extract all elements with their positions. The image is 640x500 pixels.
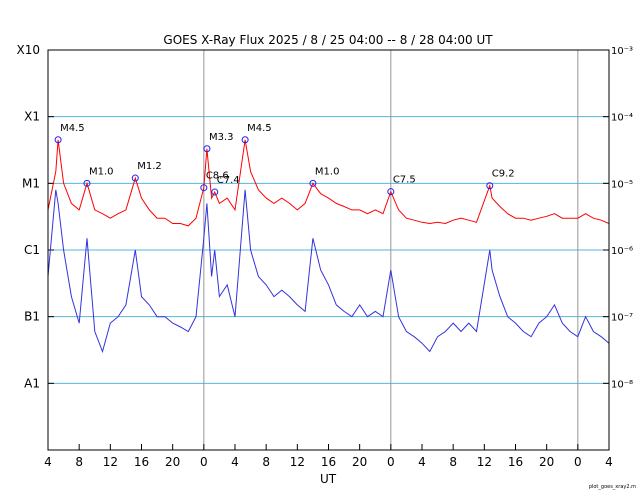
- flare-label: C9.2: [492, 169, 515, 180]
- flare-marker: [83, 179, 91, 187]
- flux-line: [47, 139, 610, 227]
- flare-marker: [241, 136, 249, 144]
- y-tick-label: X1: [24, 110, 40, 124]
- x-tick-label: 16: [134, 455, 149, 469]
- flare-label: C8.6: [206, 171, 229, 182]
- x-tick-label: 16: [508, 455, 523, 469]
- flare-label: C7.4: [217, 175, 240, 186]
- y2-tick-label: 10⁻³: [611, 46, 633, 57]
- flare-marker: [203, 145, 211, 153]
- x-tick-label: 8: [262, 455, 270, 469]
- x-tick-label: 8: [449, 455, 457, 469]
- x-tick-label: 4: [418, 455, 426, 469]
- y2-tick-label: 10⁻⁶: [611, 246, 633, 257]
- x-tick-label: 0: [387, 455, 395, 469]
- y-tick-label: X10: [17, 43, 41, 57]
- flare-marker: [54, 136, 62, 144]
- chart-title: GOES X-Ray Flux 2025 / 8 / 25 04:00 -- 8…: [163, 33, 493, 47]
- flare-marker: [486, 182, 494, 190]
- flare-label: M1.0: [89, 166, 114, 177]
- x-tick-label: 0: [200, 455, 208, 469]
- y2-tick-label: 10⁻⁴: [611, 113, 633, 124]
- plot-frame: [47, 49, 610, 451]
- y-tick-label: A1: [24, 376, 40, 390]
- x-tick-label: 4: [605, 455, 613, 469]
- x-tick-label: 16: [321, 455, 336, 469]
- y2-tick-label: 10⁻⁸: [611, 379, 633, 390]
- x-tick-label: 4: [231, 455, 239, 469]
- flare-label: M4.5: [247, 123, 272, 134]
- flare-label: M4.5: [60, 123, 85, 134]
- x-tick-label: 4: [44, 455, 52, 469]
- y2-tick-label: 10⁻⁷: [611, 313, 633, 324]
- y2-tick-label: 10⁻⁵: [611, 179, 633, 190]
- x-tick-label: 20: [165, 455, 180, 469]
- flare-marker: [200, 184, 208, 192]
- flare-label: M3.3: [209, 132, 234, 143]
- y-tick-label: C1: [24, 243, 40, 257]
- flare-marker: [211, 188, 219, 196]
- x-tick-label: 12: [290, 455, 305, 469]
- flare-marker: [131, 174, 139, 182]
- y-tick-label: M1: [22, 176, 40, 190]
- x-tick-label: 0: [574, 455, 582, 469]
- flare-label: C7.5: [393, 175, 416, 186]
- x-tick-label: 12: [477, 455, 492, 469]
- x-tick-label: 20: [352, 455, 367, 469]
- flare-marker: [387, 188, 395, 196]
- flux-line: [47, 189, 610, 354]
- x-axis-label: UT: [320, 472, 337, 486]
- footer: plot_goes_xray2.m: [589, 484, 636, 490]
- flare-marker: [309, 179, 317, 187]
- x-tick-label: 20: [539, 455, 554, 469]
- flare-label: M1.0: [315, 166, 340, 177]
- x-tick-label: 12: [103, 455, 118, 469]
- flare-label: M1.2: [137, 161, 162, 172]
- x-tick-label: 8: [75, 455, 83, 469]
- y-tick-label: B1: [24, 310, 40, 324]
